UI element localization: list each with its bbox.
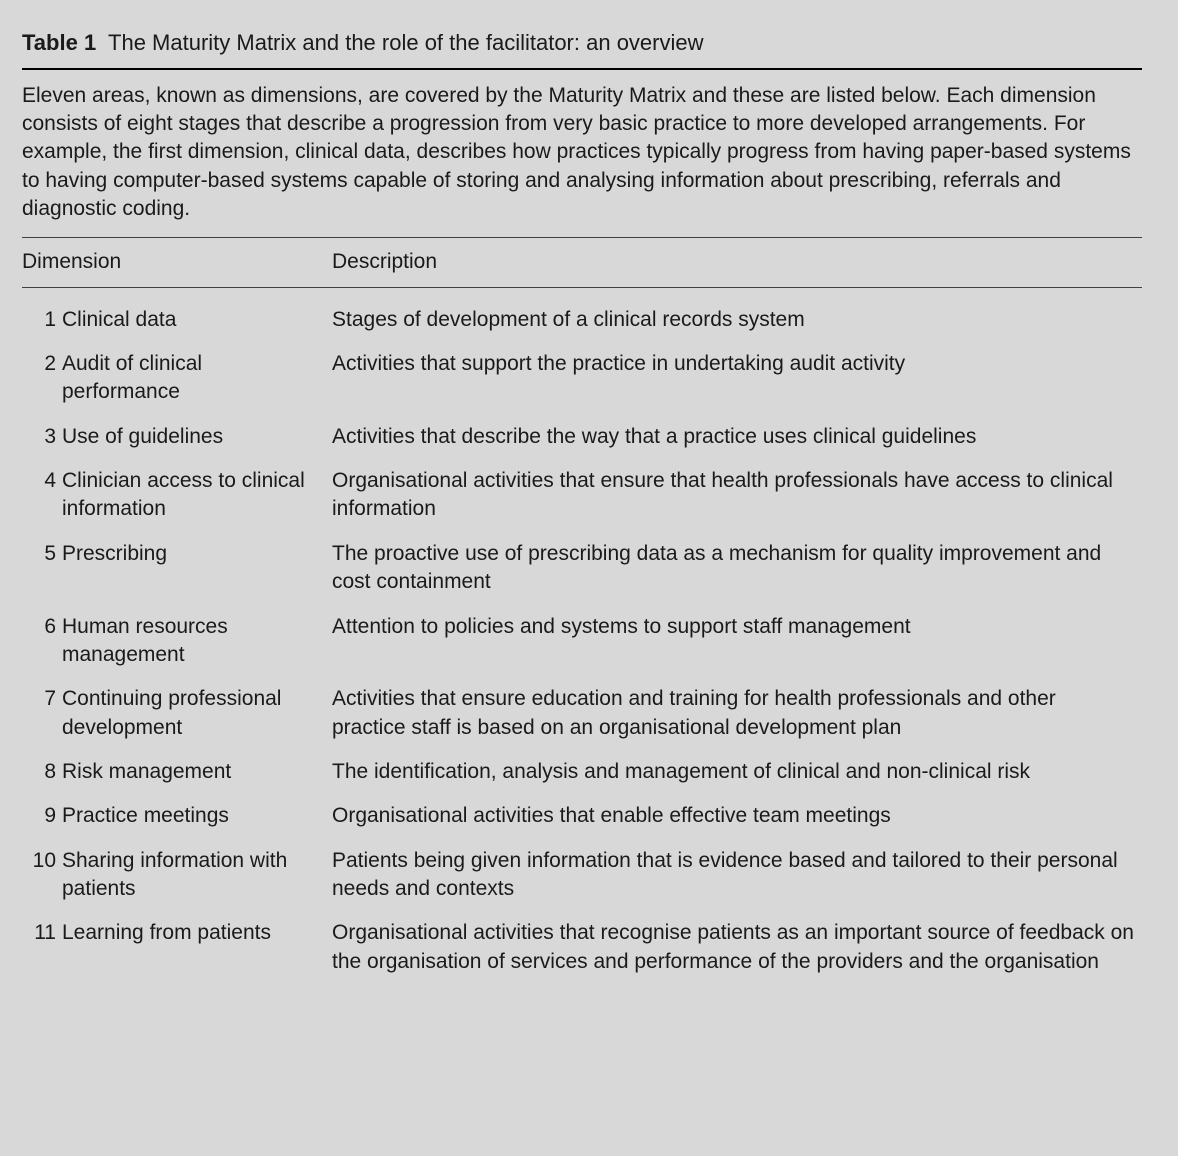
table-row: 3 Use of guidelines Activities that desc…: [22, 415, 1142, 459]
col-header-dimension: Dimension: [22, 244, 332, 280]
row-description: Activities that describe the way that a …: [332, 415, 1142, 459]
row-number: 11: [22, 911, 62, 984]
row-description: Patients being given information that is…: [332, 839, 1142, 912]
table-row: 5 Prescribing The proactive use of presc…: [22, 532, 1142, 605]
table-row: 1 Clinical data Stages of development of…: [22, 298, 1142, 342]
row-dimension: Sharing information with patients: [62, 839, 332, 912]
row-number: 9: [22, 794, 62, 838]
row-description: The proactive use of prescribing data as…: [332, 532, 1142, 605]
row-description: Attention to policies and systems to sup…: [332, 605, 1142, 678]
row-description: The identification, analysis and managem…: [332, 750, 1142, 794]
row-dimension: Prescribing: [62, 532, 332, 605]
row-description: Stages of development of a clinical reco…: [332, 298, 1142, 342]
row-dimension: Audit of clinical performance: [62, 342, 332, 415]
rule-under-header-row: [22, 281, 1142, 298]
row-dimension: Human resources management: [62, 605, 332, 678]
row-dimension: Clinical data: [62, 298, 332, 342]
row-dimension: Continuing professional development: [62, 677, 332, 750]
row-number: 8: [22, 750, 62, 794]
table-row: 8 Risk management The identification, an…: [22, 750, 1142, 794]
table-row: 7 Continuing professional development Ac…: [22, 677, 1142, 750]
rule-top: [22, 68, 1142, 70]
row-number: 10: [22, 839, 62, 912]
row-description: Organisational activities that recognise…: [332, 911, 1142, 984]
row-dimension: Use of guidelines: [62, 415, 332, 459]
table-title: The Maturity Matrix and the role of the …: [108, 30, 703, 55]
table-row: 11 Learning from patients Organisational…: [22, 911, 1142, 984]
row-number: 2: [22, 342, 62, 415]
table-row: 6 Human resources management Attention t…: [22, 605, 1142, 678]
table-row: 2 Audit of clinical performance Activiti…: [22, 342, 1142, 415]
table-row: 4 Clinician access to clinical informati…: [22, 459, 1142, 532]
row-number: 1: [22, 298, 62, 342]
table-figure: Table 1 The Maturity Matrix and the role…: [0, 0, 1178, 1156]
table-row: 10 Sharing information with patients Pat…: [22, 839, 1142, 912]
col-header-description: Description: [332, 244, 1142, 280]
maturity-matrix-table: Dimension Description 1 Clinical data St…: [22, 244, 1142, 984]
rule-above-header: [22, 237, 1142, 238]
row-number: 7: [22, 677, 62, 750]
table-intro: Eleven areas, known as dimensions, are c…: [22, 82, 1142, 224]
row-description: Organisational activities that enable ef…: [332, 794, 1142, 838]
row-description: Activities that ensure education and tra…: [332, 677, 1142, 750]
row-dimension: Clinician access to clinical information: [62, 459, 332, 532]
table-label: Table 1: [22, 30, 96, 55]
table-row: 9 Practice meetings Organisational activ…: [22, 794, 1142, 838]
rule-under-header: [22, 287, 1142, 288]
row-description: Activities that support the practice in …: [332, 342, 1142, 415]
row-number: 6: [22, 605, 62, 678]
table-caption: Table 1 The Maturity Matrix and the role…: [22, 28, 1142, 58]
row-dimension: Risk management: [62, 750, 332, 794]
row-number: 3: [22, 415, 62, 459]
table-body: 1 Clinical data Stages of development of…: [22, 281, 1142, 984]
row-number: 4: [22, 459, 62, 532]
row-description: Organisational activities that ensure th…: [332, 459, 1142, 532]
row-number: 5: [22, 532, 62, 605]
row-dimension: Practice meetings: [62, 794, 332, 838]
table-header-row: Dimension Description: [22, 244, 1142, 280]
row-dimension: Learning from patients: [62, 911, 332, 984]
